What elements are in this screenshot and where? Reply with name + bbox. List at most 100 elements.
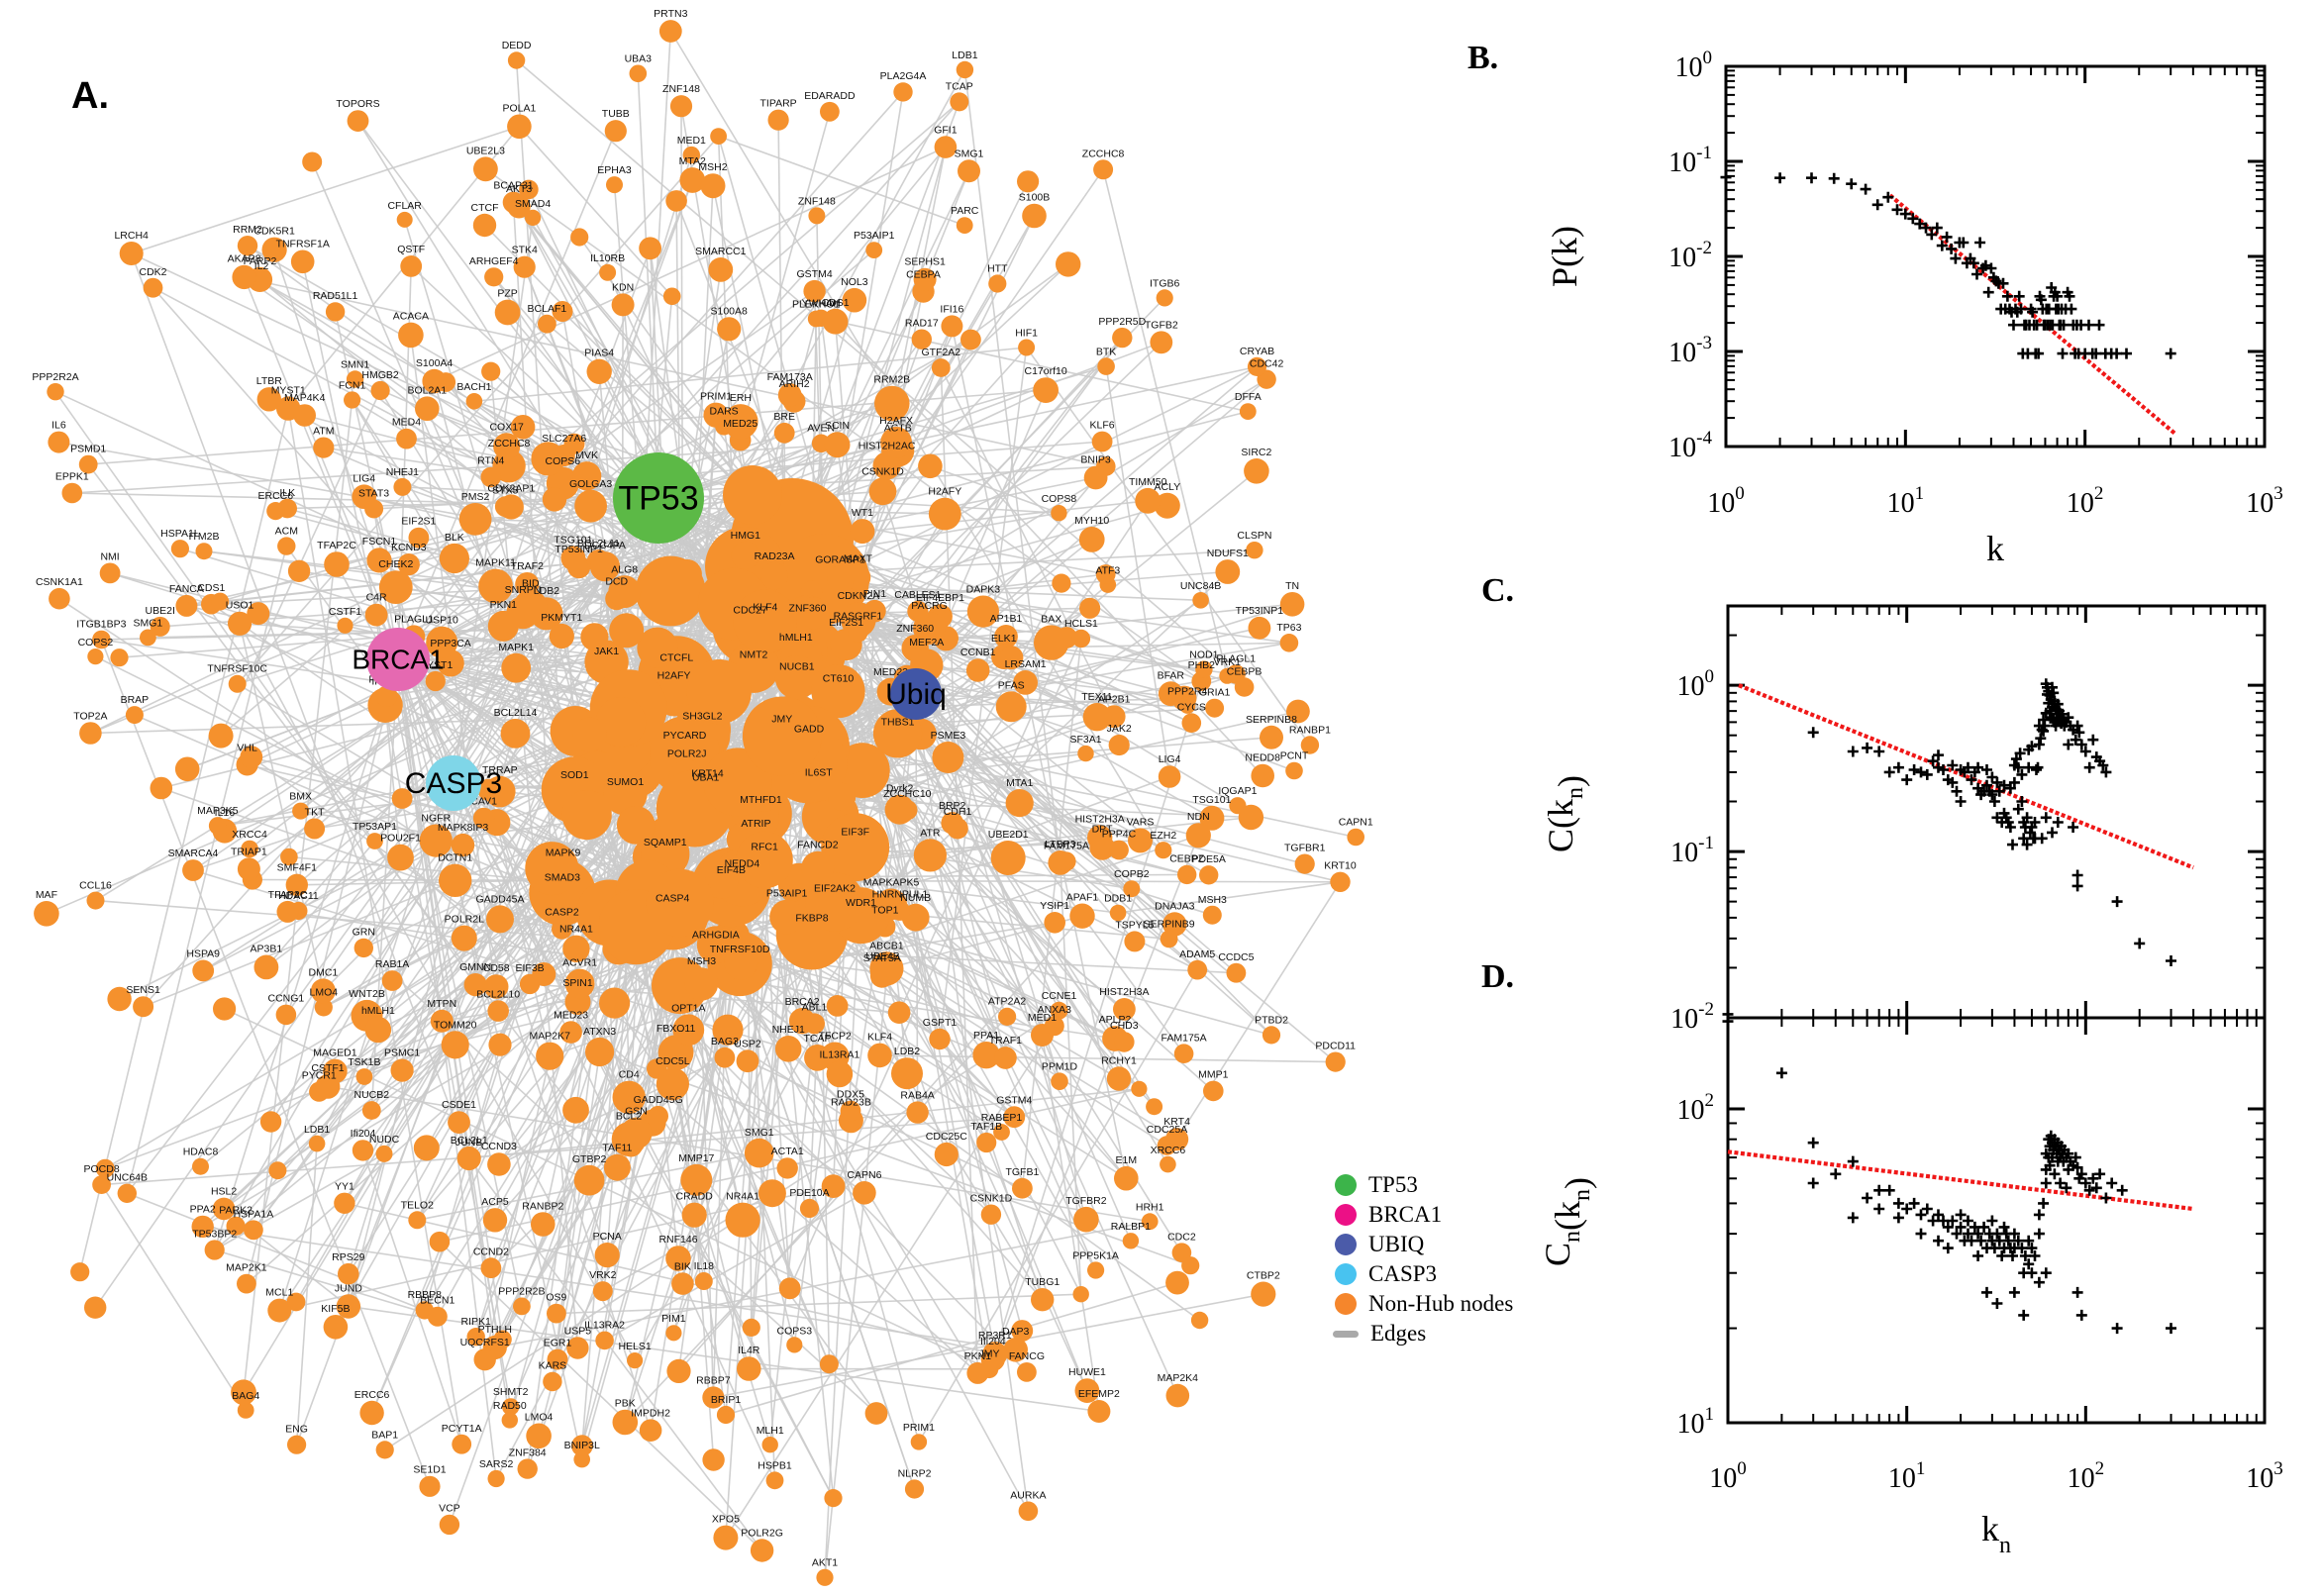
data-point-plus-icon [1847,746,1859,757]
node-label: UBE2L3 [466,145,505,156]
edge [473,347,1027,403]
data-point-plus-icon [1978,1221,1990,1233]
non-hub-node [359,1400,384,1426]
node-label: VHL [237,742,257,753]
node-label: ERCC6 [354,1389,390,1401]
edge [87,463,619,1168]
node-label: TCAP [803,1033,831,1045]
node-label: CDS1 [822,297,850,309]
data-point-plus-icon [2083,319,2094,331]
data-point-plus-icon [1847,1155,1859,1167]
node-label: RRM2 [233,224,262,236]
node-label: CD4 [619,1069,640,1081]
data-point-plus-icon [1846,178,1858,190]
non-hub-node [572,717,607,752]
data-point-plus-icon [2033,1276,2045,1288]
node-label: RCHY1 [1101,1054,1137,1066]
edge [512,201,754,496]
non-hub-node [988,274,1007,293]
non-hub-node [408,1211,427,1230]
non-hub-node [616,806,656,845]
edge [46,578,825,915]
non-hub-node [694,1272,713,1290]
data-point-plus-icon [1981,764,1992,775]
non-hub-node [612,1409,639,1436]
non-hub-node [1034,625,1069,660]
non-hub-node [650,716,720,786]
tick-marks [1724,64,2267,449]
node-label: CTCF [471,202,499,214]
data-point-plus-icon [1722,1016,1734,1028]
node-label: PTHLH [478,1324,512,1336]
non-hub-node [566,1337,589,1359]
node-label: CEBPA [906,268,941,280]
data-point-plus-icon [1988,1243,2000,1254]
non-hub-node [486,905,514,934]
data-point-plus-icon [1938,764,1949,775]
non-hub-node [589,551,621,582]
non-hub-node [375,1441,394,1459]
node-label: S100A4 [416,357,454,369]
node-label: MSH2 [698,161,727,173]
data-point-plus-icon [2023,1258,2035,1270]
data-point-plus-icon [1921,768,1933,780]
node-label: TFAP2C [317,540,356,551]
non-hub-node [375,685,398,707]
edge [239,623,325,992]
non-hub-node [1123,880,1141,898]
node-label: ACVR1 [562,957,597,969]
node-label: SEPHS1 [904,256,946,268]
core-cluster-node [723,465,782,525]
node-label: YY1 [335,1181,354,1193]
data-point-plus-icon [1951,1228,1963,1240]
data-point-plus-icon [1998,779,2010,791]
node-label: BCL2 [616,1110,642,1122]
non-hub-node [463,973,487,997]
non-hub-node [542,487,567,512]
non-hub-node [310,978,336,1004]
data-point-plus-icon [1862,742,1873,753]
non-hub-node [285,873,308,896]
non-hub-node [473,1348,496,1371]
data-point-plus-icon [1847,1212,1859,1224]
node-label: MED25 [723,418,758,430]
node-label: PKN1 [490,599,518,611]
data-point-plus-icon [1882,191,1894,203]
data-point-plus-icon [1908,764,1920,775]
non-hub-node [906,1101,929,1124]
node-label: Ifi204 [980,1336,1006,1347]
data-point-plus-icon [2038,1197,2050,1209]
node-swatch-icon [1335,1204,1357,1226]
edge [824,693,917,1578]
node-label: BAX [1041,613,1061,625]
node-swatch-icon [1335,1293,1357,1315]
edge [410,265,659,499]
node-label: NGFR [421,813,451,825]
non-hub-node [603,770,648,816]
data-point-plus-icon [2018,1309,2030,1321]
non-hub-node [472,807,495,830]
non-hub-node [609,613,645,648]
non-hub-node [366,833,383,849]
node-label: GRIA1 [1199,687,1231,699]
node-label: ILK [279,487,295,499]
edge [251,755,865,1194]
node-label: BFAR [1158,669,1185,681]
non-hub-node [586,358,612,384]
data-point-plus-icon [1988,796,2000,807]
data-point-plus-icon [1892,1212,1904,1224]
non-hub-node [1165,1128,1189,1151]
non-hub-node [750,1539,774,1562]
node-label: GADD45A [475,893,524,905]
non-hub-node [226,1216,246,1236]
node-label: ABCB1 [869,940,904,951]
non-hub-node [280,848,298,866]
node-label: UBE4B [865,950,899,962]
edge [260,280,1106,467]
non-hub-node [237,1402,254,1419]
non-hub-node [868,477,897,506]
non-hub-node [366,548,392,573]
non-hub-node [1011,1320,1034,1343]
data-point-plus-icon [2023,761,2035,773]
x-tick-label: 103 [2246,1458,2283,1494]
